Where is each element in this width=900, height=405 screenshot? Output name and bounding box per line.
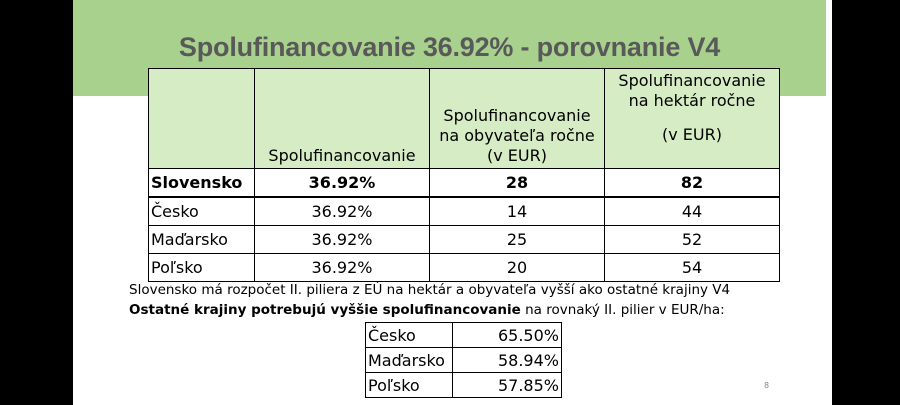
country-cell: Maďarsko (148, 225, 255, 254)
country-cell: Poľsko (148, 253, 255, 282)
per-capita-cell: 14 (429, 196, 605, 226)
note-line-2: Ostatné krajiny potrebujú vyššie spolufi… (129, 300, 829, 320)
value-cell: 58.94% (452, 347, 562, 373)
per-capita-cell: 20 (429, 253, 605, 282)
header-cell-per-hectare: Spolufinancovanie na hektár ročne (v EUR… (604, 68, 780, 169)
country-cell: Poľsko (365, 372, 453, 398)
header-cell-rate: Spolufinancovanie (254, 68, 430, 169)
table-row: Maďarsko 58.94% (365, 347, 562, 373)
per-hectare-cell: 82 (604, 168, 780, 198)
header-per-capita-line1: Spolufinancovanie (443, 106, 591, 125)
rate-cell: 36.92% (254, 196, 430, 226)
notes: Slovensko má rozpočet II. piliera z EÚ n… (129, 280, 829, 320)
value-cell: 57.85% (452, 372, 562, 398)
header-per-hectare-line1: Spolufinancovanie (618, 71, 766, 90)
table-header-row: Spolufinancovanie Spolufinancovanie na o… (148, 68, 780, 169)
per-hectare-cell: 44 (604, 196, 780, 226)
comparison-table: Spolufinancovanie Spolufinancovanie na o… (148, 68, 780, 282)
table-row: Poľsko 57.85% (365, 372, 562, 398)
table-row: Maďarsko 36.92% 25 52 (148, 225, 780, 254)
page-number: 8 (764, 381, 770, 390)
country-cell: Česko (148, 196, 255, 226)
header-per-capita-line3: (v EUR) (487, 146, 547, 165)
per-hectare-cell: 54 (604, 253, 780, 282)
rate-cell: 36.92% (254, 168, 430, 198)
per-hectare-cell: 52 (604, 225, 780, 254)
slide: Spolufinancovanie 36.92% - porovnanie V4… (73, 0, 832, 405)
country-cell: Slovensko (148, 168, 255, 198)
country-cell: Maďarsko (365, 347, 453, 373)
note-line-2-bold: Ostatné krajiny potrebujú vyššie spolufi… (129, 302, 521, 318)
header-cell-empty (148, 68, 255, 169)
header-per-capita-line2: na obyvateľa ročne (439, 126, 595, 145)
value-cell: 65.50% (452, 322, 562, 348)
rate-cell: 36.92% (254, 253, 430, 282)
header-per-hectare-line2: na hektár ročne (628, 91, 756, 110)
table-row: Slovensko 36.92% 28 82 (148, 168, 780, 198)
cofinancing-needed-table: Česko 65.50% Maďarsko 58.94% Poľsko 57.8… (365, 322, 562, 398)
note-line-2-rest: na rovnaký II. pilier v EUR/ha: (520, 302, 725, 318)
header-per-hectare-line3: (v EUR) (662, 125, 722, 144)
table-row: Česko 65.50% (365, 322, 562, 348)
slide-title: Spolufinancovanie 36.92% - porovnanie V4 (178, 32, 721, 62)
table-row: Česko 36.92% 14 44 (148, 196, 780, 226)
per-capita-cell: 28 (429, 168, 605, 198)
table-row: Poľsko 36.92% 20 54 (148, 253, 780, 282)
rate-cell: 36.92% (254, 225, 430, 254)
per-capita-cell: 25 (429, 225, 605, 254)
country-cell: Česko (365, 322, 453, 348)
header-cell-per-capita: Spolufinancovanie na obyvateľa ročne (v … (429, 68, 605, 169)
note-line-1: Slovensko má rozpočet II. piliera z EÚ n… (129, 282, 731, 298)
